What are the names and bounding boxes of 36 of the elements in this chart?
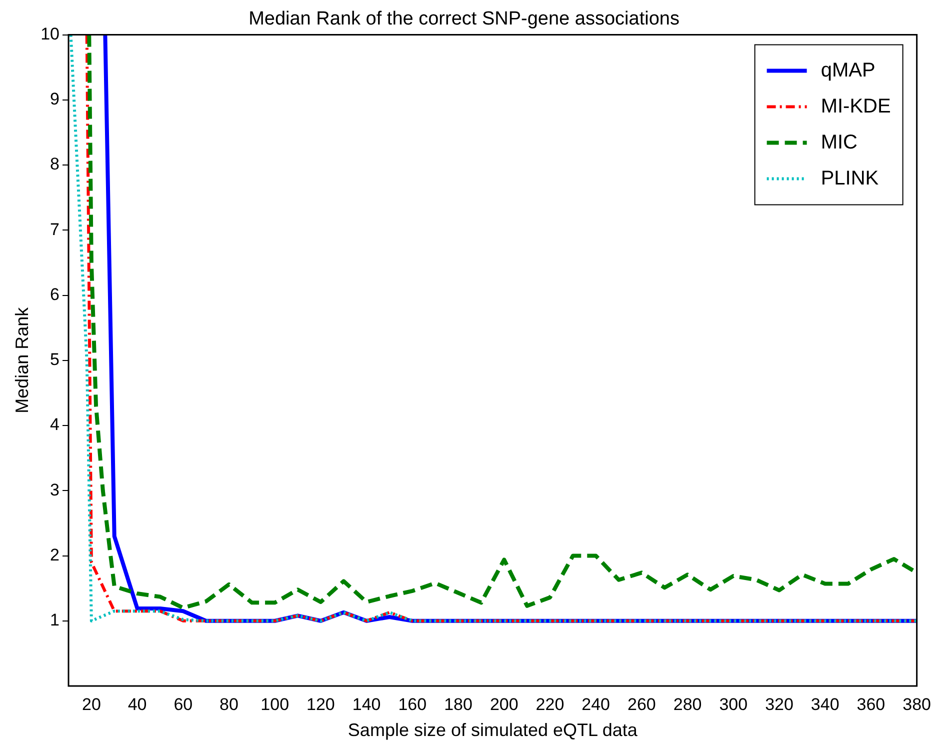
x-tick-label: 20 xyxy=(82,694,101,714)
x-tick-label: 140 xyxy=(352,694,381,714)
y-axis-title: Median Rank xyxy=(12,306,32,414)
legend-label: qMAP xyxy=(820,59,876,82)
x-tick-label: 260 xyxy=(628,694,656,714)
x-tick-label: 320 xyxy=(765,694,794,714)
y-tick-label: 10 xyxy=(40,24,60,44)
x-tick-label: 160 xyxy=(398,694,427,714)
y-tick-label: 3 xyxy=(50,480,60,500)
x-tick-label: 300 xyxy=(719,694,748,714)
y-tick-label: 6 xyxy=(50,284,60,304)
y-tick-label: 1 xyxy=(50,610,60,630)
y-tick-label: 8 xyxy=(50,154,60,174)
y-tick-label: 9 xyxy=(50,90,60,109)
y-tick-label: 5 xyxy=(50,350,60,370)
x-tick-label: 280 xyxy=(673,694,702,714)
y-tick-label: 2 xyxy=(50,545,60,564)
x-tick-label: 200 xyxy=(490,694,518,714)
x-tick-label: 80 xyxy=(220,694,238,714)
x-tick-label: 240 xyxy=(582,694,610,714)
x-tick-label: 100 xyxy=(260,694,290,714)
legend-label: MI-KDE xyxy=(820,95,891,118)
y-tick-label: 7 xyxy=(50,220,60,239)
x-axis-title: Sample size of simulated eQTL data xyxy=(348,720,638,740)
x-tick-label: 380 xyxy=(902,694,932,714)
x-tick-label: 180 xyxy=(444,694,472,714)
x-tick-label: 220 xyxy=(536,694,564,714)
x-tick-label: 60 xyxy=(174,694,193,714)
legend-label: PLINK xyxy=(820,167,880,190)
x-tick-label: 40 xyxy=(128,694,147,714)
legend-label: MIC xyxy=(820,131,858,154)
y-tick-label: 4 xyxy=(50,415,60,434)
chart-title: Median Rank of the correct SNP-gene associations xyxy=(248,8,680,30)
x-tick-label: 360 xyxy=(856,694,886,714)
x-tick-label: 340 xyxy=(810,694,840,714)
x-tick-label: 120 xyxy=(306,694,335,714)
